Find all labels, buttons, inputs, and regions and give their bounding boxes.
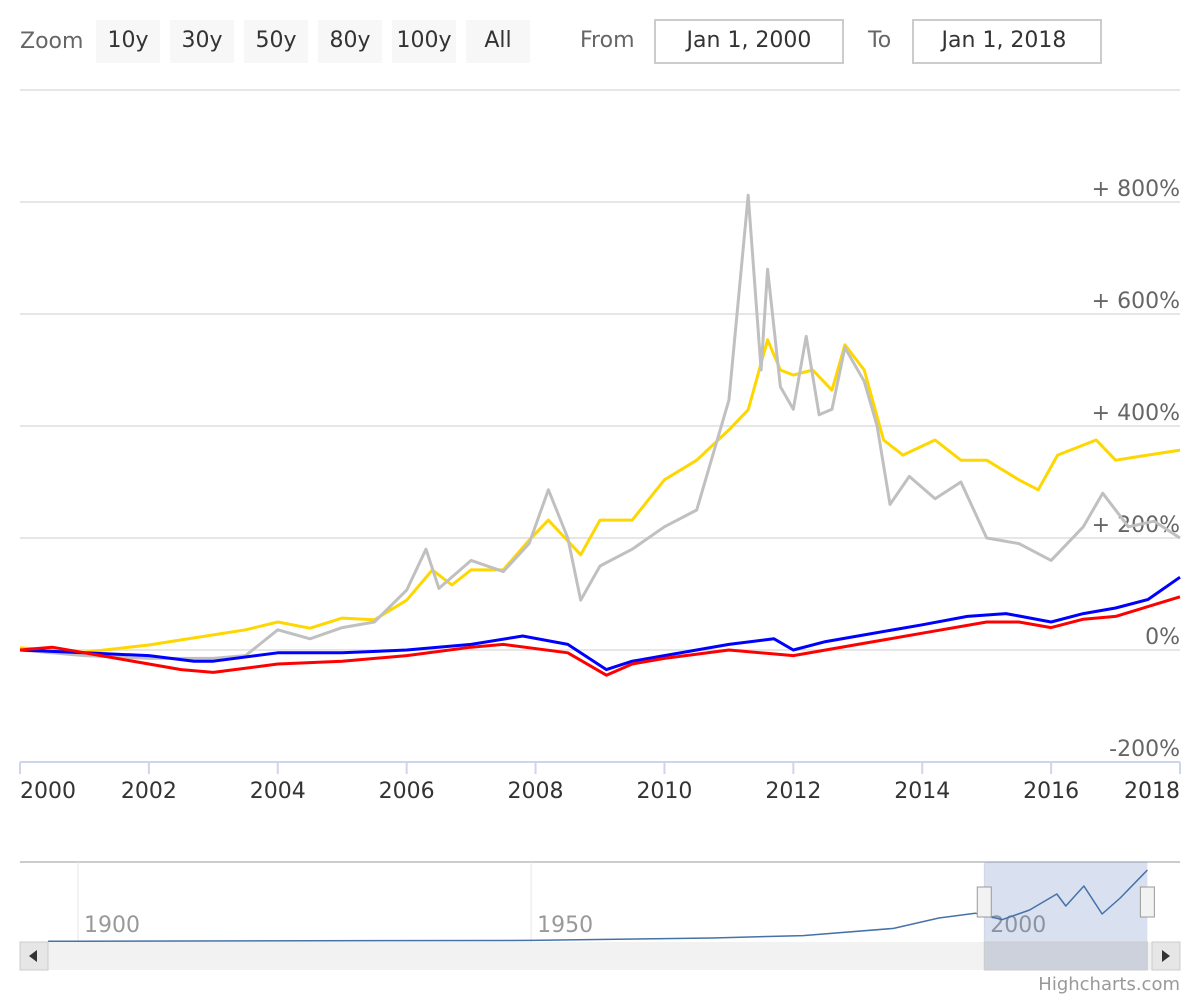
scrollbar-thumb[interactable] (983, 941, 1148, 971)
y-tick-label: + 800% (1092, 177, 1180, 202)
navigator-handle[interactable] (1139, 886, 1155, 918)
arrow-right (1162, 950, 1170, 962)
navigator-handle[interactable] (976, 886, 992, 918)
series-line (19, 193, 1181, 660)
y-tick-label: + 400% (1092, 401, 1180, 426)
zoom-button[interactable] (466, 20, 530, 63)
zoom-button-label[interactable]: 80y (329, 28, 370, 53)
navigator-tick-label: 1900 (84, 913, 140, 938)
credits[interactable]: Highcharts.com (1038, 974, 1180, 995)
y-tick-label: -200% (1109, 737, 1180, 762)
to-label: To (867, 28, 891, 53)
x-tick-label: 2004 (250, 779, 306, 804)
y-tick-label: 0% (1145, 625, 1180, 650)
x-tick-label: 2000 (20, 779, 76, 804)
navigator-mask[interactable] (984, 862, 1148, 942)
series-line (19, 338, 1181, 654)
zoom-label: Zoom (20, 29, 83, 54)
x-tick-label: 2010 (636, 779, 692, 804)
zoom-button-label[interactable]: 10y (107, 28, 148, 53)
x-tick-label: 2008 (508, 779, 564, 804)
zoom-button[interactable] (244, 20, 308, 63)
x-tick-label: 2002 (121, 779, 177, 804)
x-tick-label: 2006 (379, 779, 435, 804)
zoom-button-label[interactable]: All (484, 28, 511, 53)
x-tick-label: 2012 (765, 779, 821, 804)
from-input[interactable] (654, 19, 844, 64)
series-line (19, 595, 1181, 677)
zoom-button-label[interactable]: 100y (396, 28, 451, 53)
series-line (19, 575, 1181, 672)
x-tick-label: 2014 (894, 779, 950, 804)
arrow-left (29, 950, 37, 962)
to-date[interactable]: Jan 1, 2018 (940, 28, 1067, 53)
zoom-button[interactable] (96, 20, 160, 63)
from-date[interactable]: Jan 1, 2000 (685, 28, 812, 53)
x-tick-label: 2018 (1124, 779, 1180, 804)
navigator-tick-label: 2000 (990, 913, 1046, 938)
zoom-button-label[interactable]: 50y (255, 28, 296, 53)
from-label: From (580, 28, 635, 53)
zoom-button-label[interactable]: 30y (181, 28, 222, 53)
zoom-button[interactable] (170, 20, 234, 63)
x-tick-label: 2016 (1023, 779, 1079, 804)
zoom-button[interactable] (318, 20, 382, 63)
to-input[interactable] (912, 19, 1102, 64)
y-tick-label: + 600% (1092, 289, 1180, 314)
zoom-button[interactable] (392, 20, 456, 63)
navigator-tick-label: 1950 (537, 913, 593, 938)
